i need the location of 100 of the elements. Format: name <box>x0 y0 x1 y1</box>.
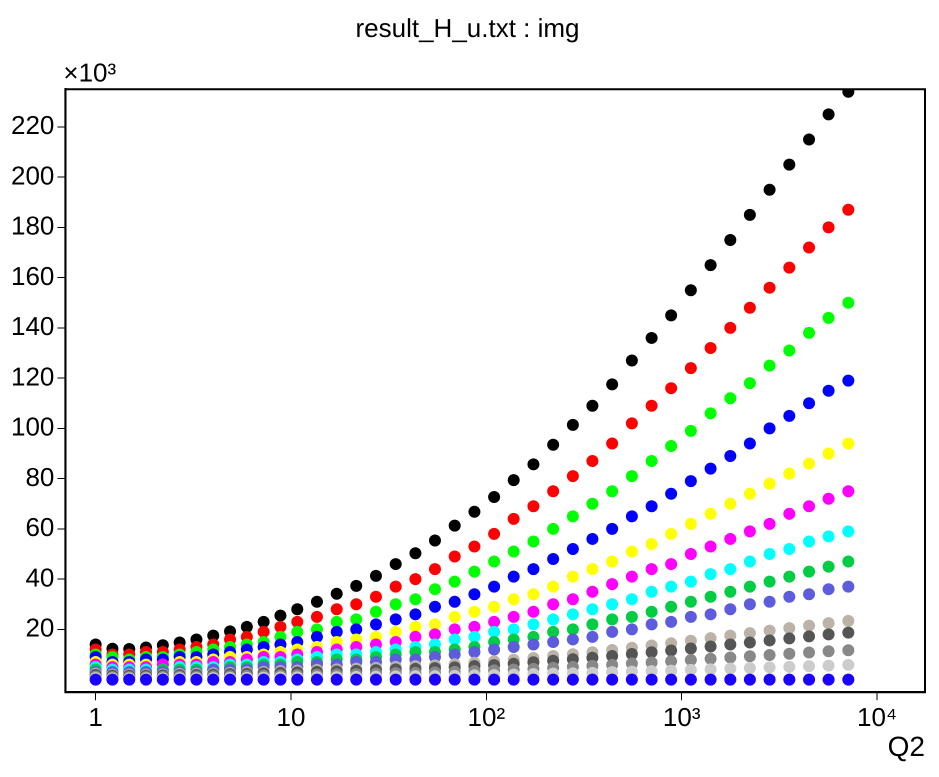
point <box>704 674 717 686</box>
point <box>350 580 362 592</box>
point <box>291 603 304 616</box>
point <box>724 662 736 675</box>
point <box>468 506 480 518</box>
point <box>508 674 520 686</box>
point <box>547 485 560 498</box>
point <box>488 600 500 613</box>
point <box>448 674 461 686</box>
point <box>527 606 540 618</box>
point <box>783 660 796 673</box>
point <box>646 500 658 512</box>
point <box>527 588 540 600</box>
point <box>606 378 618 390</box>
point <box>606 598 618 610</box>
point <box>803 397 816 410</box>
x-tick-label: 10² <box>468 702 506 732</box>
point <box>566 542 579 555</box>
point <box>646 606 658 618</box>
point <box>822 674 835 686</box>
point <box>527 618 540 630</box>
point <box>646 586 658 598</box>
point <box>724 586 736 598</box>
point <box>586 618 598 630</box>
point <box>428 628 441 640</box>
point <box>822 384 835 397</box>
point <box>409 674 422 686</box>
point <box>783 468 796 480</box>
point <box>468 606 480 618</box>
point <box>330 603 343 616</box>
point <box>803 660 816 672</box>
y-tick-label: 60 <box>25 512 54 542</box>
point <box>803 535 816 548</box>
point <box>586 630 598 643</box>
x-axis-title: Q2 <box>888 730 925 762</box>
point <box>704 652 717 665</box>
point <box>842 296 854 309</box>
point <box>842 644 854 656</box>
point <box>586 563 598 576</box>
point <box>310 630 323 643</box>
point <box>724 652 736 664</box>
point <box>606 556 618 568</box>
point <box>370 618 382 630</box>
point <box>606 522 618 535</box>
point <box>783 590 796 603</box>
point <box>704 608 717 620</box>
y-tick-label: 80 <box>25 462 54 492</box>
point <box>646 646 658 658</box>
point <box>744 208 756 221</box>
point <box>390 580 402 593</box>
point <box>468 620 480 633</box>
x-tick-label: 1 <box>88 702 103 732</box>
y-tick-label: 220 <box>10 110 54 140</box>
text: ×10³ <box>63 57 116 88</box>
point <box>448 610 461 623</box>
point <box>606 626 618 638</box>
point <box>606 578 618 590</box>
point <box>547 598 560 610</box>
point <box>684 610 697 623</box>
point <box>665 382 678 394</box>
point <box>764 634 776 646</box>
point <box>822 492 835 505</box>
point <box>646 563 658 576</box>
point <box>527 458 540 470</box>
point <box>330 674 343 686</box>
point <box>803 326 816 339</box>
point <box>783 410 796 422</box>
point <box>547 626 560 638</box>
point <box>783 622 796 634</box>
point <box>527 535 540 548</box>
point <box>527 563 540 576</box>
point <box>488 528 500 540</box>
point <box>547 580 560 593</box>
point <box>527 500 540 512</box>
point <box>764 649 776 662</box>
point <box>468 588 480 600</box>
point <box>330 616 343 628</box>
point <box>842 204 854 216</box>
chart-title: result_H_u.txt : img <box>356 12 580 43</box>
point <box>744 650 756 662</box>
point <box>764 661 776 674</box>
point <box>842 580 854 593</box>
point <box>310 610 323 623</box>
point <box>370 570 382 582</box>
point <box>803 620 816 632</box>
point <box>508 623 520 636</box>
point <box>665 580 678 593</box>
y-tick-label: 20 <box>25 612 54 643</box>
point <box>547 613 560 626</box>
y-tick-label: 180 <box>10 210 54 241</box>
point <box>822 312 835 324</box>
point <box>566 470 579 482</box>
point <box>508 512 520 525</box>
point <box>626 570 638 583</box>
point <box>724 532 736 545</box>
point <box>547 553 560 566</box>
point <box>626 354 638 367</box>
point <box>704 342 717 354</box>
point <box>803 630 816 642</box>
point <box>684 642 697 654</box>
